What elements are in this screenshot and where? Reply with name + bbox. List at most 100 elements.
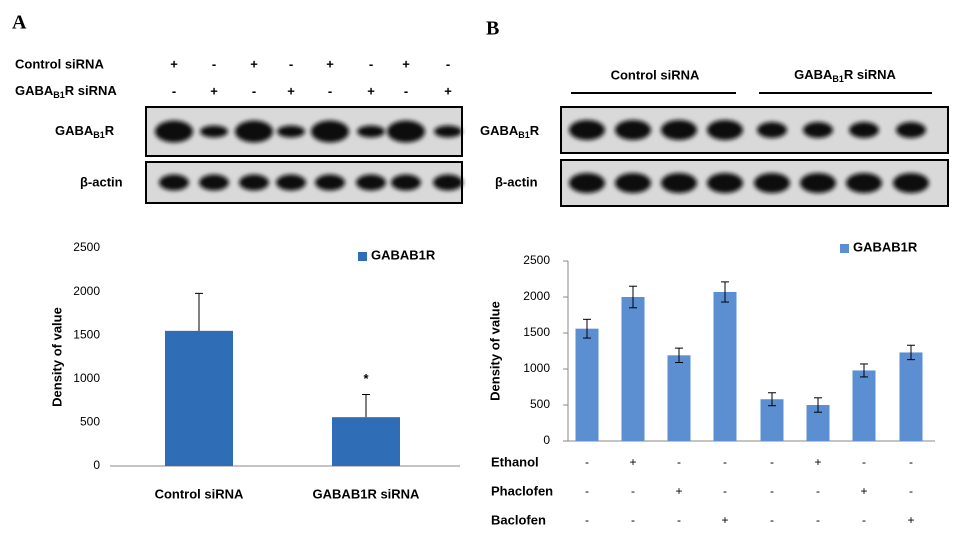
y-tick-label: 1500: [523, 325, 550, 339]
blot-band: [239, 174, 269, 191]
sign: -: [909, 484, 913, 498]
bar: [575, 328, 599, 441]
error-bar: [860, 363, 868, 378]
sign: -: [212, 56, 216, 71]
y-tick-label: 2500: [73, 240, 100, 254]
panel-label: A: [12, 12, 27, 34]
y-axis-label: Density of value: [49, 307, 64, 407]
blot-band: [277, 125, 305, 138]
sign: +: [250, 56, 258, 71]
sign: -: [862, 455, 866, 469]
label-part: R siRNA: [844, 67, 897, 82]
error-bar: [629, 285, 637, 309]
sign: +: [814, 455, 821, 469]
sign: -: [172, 83, 176, 98]
label-part: R: [530, 123, 540, 138]
blot-band: [357, 125, 385, 138]
blot-band: [846, 173, 882, 193]
y-tick-label: 1000: [523, 361, 550, 375]
sign: -: [816, 513, 820, 527]
blot-band: [800, 173, 836, 193]
sign: +: [860, 484, 867, 498]
y-tick-label: 0: [543, 433, 550, 447]
sign: -: [631, 513, 635, 527]
y-tick-label: 0: [93, 458, 100, 472]
sign: +: [402, 56, 410, 71]
legend-swatch: [840, 244, 849, 253]
sign: -: [723, 484, 727, 498]
blot-band: [849, 122, 879, 138]
label-part: GABA: [480, 123, 519, 138]
error-bar: [907, 344, 915, 361]
x-tick-label: Control siRNA: [155, 486, 244, 501]
label-subscript: B1: [832, 74, 844, 84]
sign: -: [631, 484, 635, 498]
blot-band: [356, 174, 386, 191]
blot-band: [757, 122, 787, 138]
blot-band: [661, 173, 697, 193]
bar: [806, 405, 830, 441]
band-label: GABAB1R: [55, 123, 115, 140]
sign: +: [326, 56, 334, 71]
blot-band: [311, 120, 349, 143]
sign: +: [907, 513, 914, 527]
sign: -: [446, 56, 450, 71]
row-label: Control siRNA: [15, 56, 104, 71]
blot-band: [315, 174, 345, 191]
error-bar: [195, 292, 203, 331]
sign: -: [770, 455, 774, 469]
blot-band: [615, 120, 651, 140]
sign: +: [721, 513, 728, 527]
condition-label: Phaclofen: [491, 483, 553, 498]
sign: -: [677, 513, 681, 527]
y-axis-label: Density of value: [487, 301, 502, 401]
sign: +: [170, 56, 178, 71]
sign: -: [289, 56, 293, 71]
label-part: GABA: [15, 83, 54, 98]
sign: -: [677, 455, 681, 469]
x-tick-label: GABAB1R siRNA: [313, 486, 421, 501]
bar: [760, 399, 784, 441]
sign: +: [367, 83, 375, 98]
condition-label: Baclofen: [491, 512, 546, 527]
label-part: GABA: [55, 123, 94, 138]
error-bar: [721, 281, 729, 303]
sign: +: [444, 83, 452, 98]
blot-band: [200, 125, 228, 138]
panel-label: B: [486, 18, 499, 40]
blot-band: [235, 120, 273, 143]
error-bar: [583, 318, 591, 339]
y-tick-label: 1500: [73, 327, 100, 341]
blot-band: [754, 173, 790, 193]
sign: -: [585, 513, 589, 527]
bar: [852, 370, 876, 441]
sign: -: [816, 484, 820, 498]
sign: -: [770, 484, 774, 498]
y-tick-label: 500: [80, 415, 100, 429]
y-tick-label: 1000: [73, 371, 100, 385]
y-tick-label: 500: [530, 397, 550, 411]
bar: [165, 330, 233, 466]
blot-band: [387, 120, 425, 143]
sign: -: [369, 56, 373, 71]
group-label: Control siRNA: [611, 67, 700, 82]
y-tick-label: 2500: [523, 253, 550, 267]
legend-label: GABAB1R: [853, 239, 918, 254]
blot-band: [893, 173, 929, 193]
blot-band: [391, 174, 421, 191]
bar: [621, 297, 645, 441]
y-tick-label: 2000: [73, 284, 100, 298]
blot-band: [896, 122, 926, 138]
blot-band: [434, 125, 462, 138]
label-part: R: [105, 123, 115, 138]
sign: -: [328, 83, 332, 98]
blot-band: [276, 174, 306, 191]
blot-band: [155, 120, 193, 143]
row-label: GABAB1R siRNA: [15, 83, 117, 100]
legend-swatch: [358, 252, 367, 261]
bar: [713, 291, 737, 441]
bar: [332, 417, 400, 466]
sign: +: [675, 484, 682, 498]
error-bar: [768, 392, 776, 407]
